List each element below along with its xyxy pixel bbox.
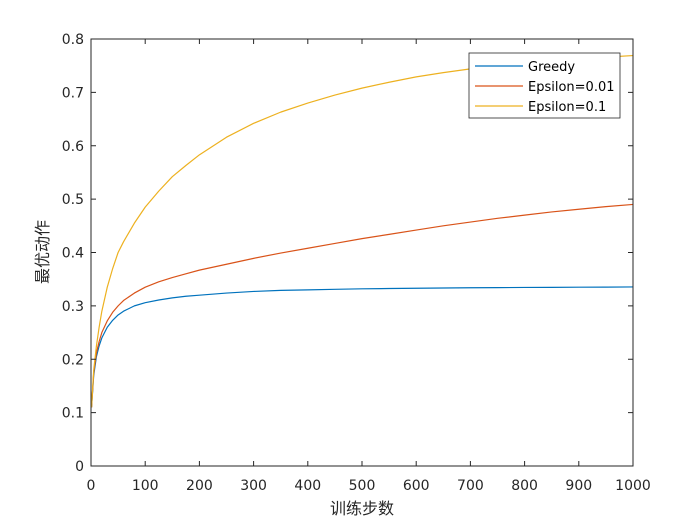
x-axis-ticks: 0 100 200 300 400 500 600 700 800 900 1000 <box>87 39 651 494</box>
x-tick-label: 300 <box>240 478 267 494</box>
x-tick-label: 700 <box>457 478 484 494</box>
y-tick-label: 0.7 <box>62 85 84 101</box>
y-tick-label: 0.5 <box>62 192 84 208</box>
legend: Greedy Epsilon=0.01 Epsilon=0.1 <box>468 52 621 119</box>
x-tick-label: 900 <box>565 478 592 494</box>
x-tick-label: 100 <box>132 478 159 494</box>
x-tick-label: 500 <box>349 478 376 494</box>
y-tick-label: 0.8 <box>62 32 84 48</box>
x-tick-label: 0 <box>87 478 96 494</box>
y-tick-label: 0.2 <box>62 352 84 368</box>
y-tick-label: 0 <box>75 459 84 475</box>
x-axis-label: 训练步数 <box>330 499 394 518</box>
x-tick-label: 600 <box>403 478 430 494</box>
legend-label-0: Greedy <box>528 60 575 75</box>
legend-label-1: Epsilon=0.01 <box>528 80 615 95</box>
x-tick-label: 400 <box>294 478 321 494</box>
x-tick-label: 200 <box>186 478 213 494</box>
y-tick-label: 0.1 <box>62 406 84 422</box>
y-tick-label: 0.6 <box>62 139 84 155</box>
y-tick-label: 0.4 <box>62 246 84 262</box>
series-line-1 <box>90 203 634 408</box>
series-line-0 <box>90 286 634 408</box>
x-tick-label: 800 <box>511 478 538 494</box>
x-tick-label: 1000 <box>615 478 651 494</box>
y-tick-label: 0.3 <box>62 299 84 315</box>
y-axis-label: 最优动作 <box>33 220 52 284</box>
y-axis-ticks: 0 0.1 0.2 0.3 0.4 0.5 0.6 0.7 0.8 <box>62 32 633 475</box>
legend-items: Greedy Epsilon=0.01 Epsilon=0.1 <box>475 60 615 115</box>
legend-label-2: Epsilon=0.1 <box>528 100 606 115</box>
